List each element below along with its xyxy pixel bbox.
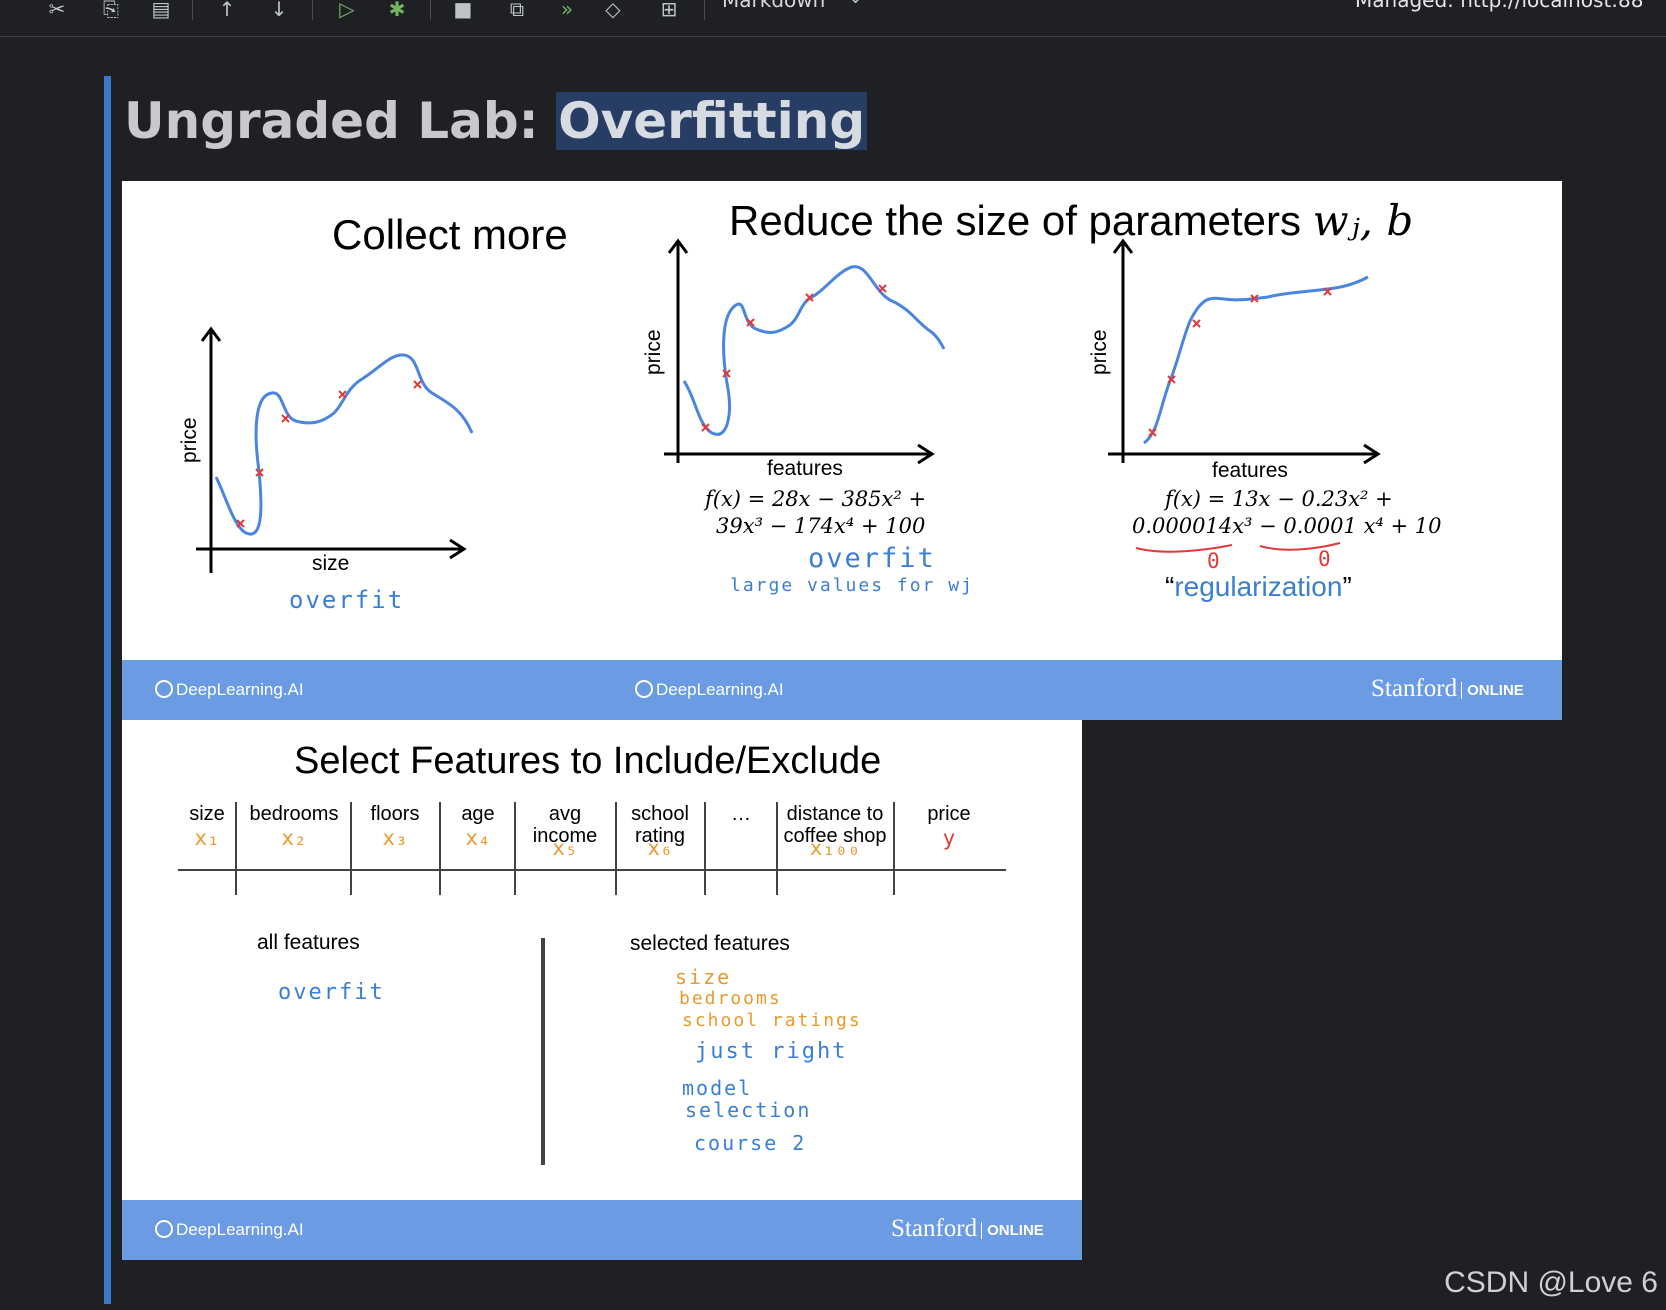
slide2-footer: DeepLearning.AI Stanford ONLINE: [122, 1200, 1082, 1260]
page-title: Ungraded Lab: Overfitting: [124, 92, 868, 150]
plot2-note-large-values: large values for wj: [730, 575, 974, 596]
reduce-params-heading: Reduce the size of parameters wⱼ, b: [729, 196, 1413, 245]
feature-selection-heading: Select Features to Include/Exclude: [294, 740, 882, 782]
variables-icon[interactable]: ⊞: [660, 0, 678, 21]
stanford-online-logo: Stanford ONLINE: [891, 1215, 1044, 1243]
clear-icon[interactable]: ◇: [605, 0, 621, 21]
table-column-header: school rating: [631, 803, 689, 847]
reg-word: regularization: [1174, 571, 1343, 602]
deeplearning-logo-icon: [155, 1220, 173, 1238]
plot1-xlabel: size: [312, 552, 350, 575]
table-column-header: avg income: [532, 803, 598, 847]
stanford-online-logo: Stanford ONLINE: [1371, 675, 1524, 703]
online-text: ONLINE: [981, 1222, 1044, 1239]
table-column-header: size: [189, 803, 225, 825]
feature-table-grid: [178, 802, 1006, 1165]
plot1-note: overfit: [289, 586, 405, 614]
table-column-variable: x₂: [281, 826, 307, 850]
plot-overfit-features: [664, 238, 946, 465]
server-status[interactable]: Managed: http://localhost:88: [1355, 0, 1644, 12]
toolbar-divider: [312, 0, 313, 20]
table-column-header: floors: [370, 803, 420, 825]
plot3-formula-line2: 0.000014x³ − 0.0001 x⁴ + 10: [1132, 514, 1442, 538]
slide-overfitting-remedies: Collect more Reduce the size of paramete…: [122, 181, 1562, 720]
toolbar-divider: [704, 0, 705, 20]
stanford-text: Stanford: [1371, 675, 1458, 702]
plot2-note-overfit: overfit: [808, 543, 936, 574]
chevron-down-icon[interactable]: ⌄: [848, 0, 863, 8]
debug-icon[interactable]: ✱: [388, 0, 406, 21]
stop-icon[interactable]: ■: [453, 0, 473, 21]
selected-feature-item: bedrooms: [679, 988, 782, 1009]
table-column-variable: x₁₀₀: [809, 836, 861, 860]
plot3-xlabel: features: [1212, 459, 1288, 482]
table-column-header: bedrooms: [249, 803, 339, 825]
collect-more-heading: Collect more: [332, 211, 568, 258]
deeplearning-logo-text: DeepLearning.AI: [176, 1220, 304, 1239]
table-column-variable: x₆: [647, 836, 673, 860]
deeplearning-logo: DeepLearning.AI: [155, 680, 304, 700]
regularization-label: “regularization”: [1165, 571, 1352, 603]
toolbar-divider: [430, 0, 431, 20]
course-note: course 2: [694, 1131, 807, 1155]
table-column-header: …: [731, 803, 751, 825]
move-down-icon[interactable]: ↓: [270, 0, 288, 21]
deeplearning-logo-icon: [635, 680, 653, 698]
plot3-formula-line1: f(x) = 13x − 0.23x² +: [1165, 487, 1393, 511]
reduce-params-text: Reduce the size of parameters: [729, 197, 1301, 244]
csdn-watermark: CSDN @Love 6: [1444, 1266, 1658, 1299]
plot2-formula-line2: 39x³ − 174x⁴ + 100: [716, 514, 926, 538]
paste-icon[interactable]: ▤: [151, 0, 171, 21]
run-cell-icon[interactable]: ▷: [339, 0, 355, 21]
cell-type-select[interactable]: Markdown: [722, 0, 826, 12]
slide1-footer: DeepLearning.AI DeepLearning.AI Stanford…: [122, 660, 1562, 720]
notebook-toolbar: ✂ ⎘ ▤ ↑ ↓ ▷ ✱ ■ ⧉ » ◇ ⊞ Markdown ⌄ Manag…: [0, 0, 1666, 37]
plot-regularized-features: [1108, 238, 1381, 553]
reg-close-quote: ”: [1342, 571, 1352, 602]
title-prefix: Ungraded Lab:: [124, 92, 557, 150]
deeplearning-logo: DeepLearning.AI: [635, 680, 784, 700]
plot3-zero-1: 0: [1207, 549, 1222, 573]
deeplearning-logo-icon: [155, 680, 173, 698]
move-up-icon[interactable]: ↑: [218, 0, 236, 21]
deeplearning-logo-text: DeepLearning.AI: [176, 680, 304, 699]
table-column-variable: x₅: [552, 836, 578, 860]
table-column-header: price: [927, 803, 971, 825]
active-cell-indicator: [104, 76, 111, 1304]
table-column-variable: x₃: [382, 826, 408, 850]
plot2-xlabel: features: [767, 457, 843, 480]
selected-feature-item: school ratings: [682, 1010, 862, 1031]
params-math: wⱼ, b: [1312, 196, 1414, 245]
table-column-variable: y: [942, 826, 956, 850]
model-note: model: [682, 1076, 753, 1100]
online-text: ONLINE: [1461, 682, 1524, 699]
just-right-note: just right: [695, 1039, 848, 1064]
selected-feature-item: size: [675, 965, 732, 989]
all-features-note: overfit: [278, 980, 385, 1005]
plot-overfit-size: [196, 326, 474, 573]
toolbar-divider: [192, 0, 193, 20]
deeplearning-logo-text: DeepLearning.AI: [656, 680, 784, 699]
selected-features-label: selected features: [630, 932, 790, 955]
table-column-header: distance to coffee shop: [783, 803, 887, 847]
run-all-icon[interactable]: »: [560, 0, 574, 21]
plot3-zero-2: 0: [1318, 547, 1333, 571]
plot2-formula-line1: f(x) = 28x − 385x² +: [705, 487, 927, 511]
table-column-header: age: [461, 803, 495, 825]
reg-open-quote: “: [1165, 571, 1175, 602]
restart-icon[interactable]: ⧉: [509, 0, 525, 21]
table-column-variable: x₁: [194, 826, 220, 850]
copy-icon[interactable]: ⎘: [103, 0, 119, 21]
title-highlight: Overfitting: [556, 92, 868, 150]
stanford-text: Stanford: [891, 1215, 978, 1242]
plot3-ylabel: price: [1088, 329, 1111, 375]
deeplearning-logo: DeepLearning.AI: [155, 1220, 304, 1240]
slide-feature-selection: Select Features to Include/Exclude size x…: [122, 720, 1082, 1260]
table-column-variable: x₄: [465, 826, 491, 850]
cut-icon[interactable]: ✂: [48, 0, 66, 21]
all-features-label: all features: [257, 931, 360, 954]
selection-note: selection: [685, 1098, 812, 1122]
